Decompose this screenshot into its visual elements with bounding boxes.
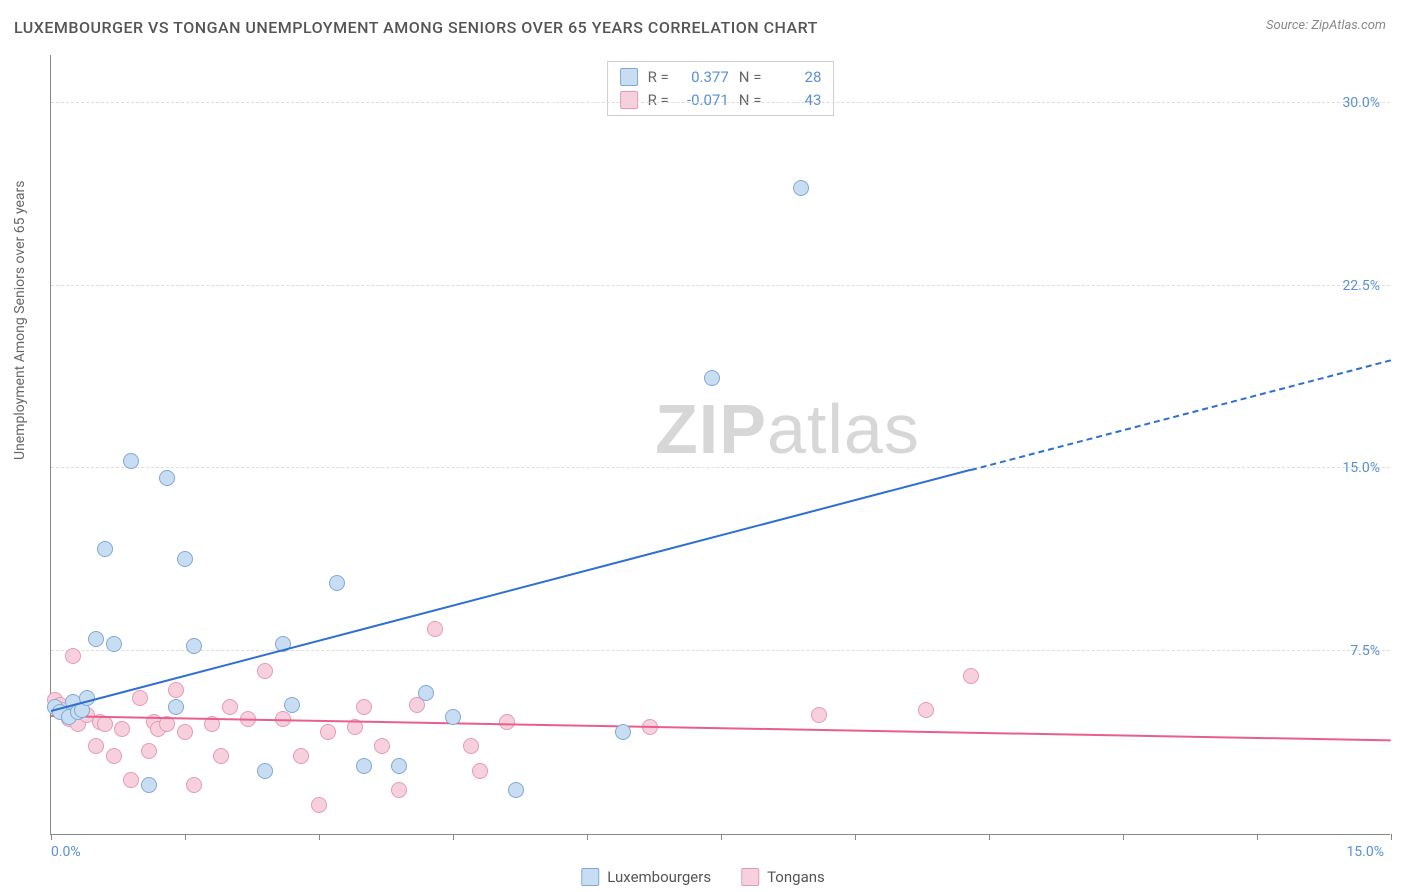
data-point: [356, 699, 372, 715]
source-credit: Source: ZipAtlas.com: [1266, 18, 1386, 33]
data-point: [615, 724, 631, 740]
data-point: [499, 714, 515, 730]
data-point: [65, 648, 81, 664]
data-point: [391, 758, 407, 774]
trend-line: [51, 469, 972, 712]
data-point: [114, 721, 130, 737]
swatch-luxembourgers: [581, 868, 599, 886]
data-point: [213, 748, 229, 764]
gridline: [51, 102, 1390, 103]
chart-title: LUXEMBOURGER VS TONGAN UNEMPLOYMENT AMON…: [14, 18, 818, 37]
swatch-luxembourgers: [620, 68, 638, 86]
data-point: [168, 699, 184, 715]
data-point: [132, 690, 148, 706]
data-point: [88, 738, 104, 754]
legend-item-luxembourgers: Luxembourgers: [581, 868, 711, 886]
stats-row-tongans: R = -0.071 N = 43: [620, 89, 822, 112]
stats-row-luxembourgers: R = 0.377 N = 28: [620, 66, 822, 89]
gridline: [51, 285, 1390, 286]
data-point: [106, 636, 122, 652]
data-point: [186, 638, 202, 654]
data-point: [186, 777, 202, 793]
data-point: [311, 797, 327, 813]
data-point: [427, 621, 443, 637]
data-point: [159, 470, 175, 486]
data-point: [123, 772, 139, 788]
data-point: [391, 782, 407, 798]
data-point: [141, 743, 157, 759]
swatch-tongans: [620, 91, 638, 109]
data-point: [445, 709, 461, 725]
data-point: [418, 685, 434, 701]
legend: Luxembourgers Tongans: [581, 868, 825, 886]
x-axis-min-label: 0.0%: [51, 844, 81, 860]
data-point: [329, 575, 345, 591]
x-tick: [855, 834, 856, 840]
data-point: [168, 682, 184, 698]
x-tick: [453, 834, 454, 840]
y-tick-label: 7.5%: [1350, 643, 1380, 659]
data-point: [463, 738, 479, 754]
scatter-plot-area: ZIPatlas R = 0.377 N = 28 R = -0.071 N =…: [50, 55, 1390, 835]
y-tick-label: 30.0%: [1342, 95, 1380, 111]
y-tick-label: 22.5%: [1342, 278, 1380, 294]
y-tick-label: 15.0%: [1342, 460, 1380, 476]
data-point: [704, 370, 720, 386]
correlation-stats-box: R = 0.377 N = 28 R = -0.071 N = 43: [607, 61, 835, 116]
data-point: [141, 777, 157, 793]
x-tick: [721, 834, 722, 840]
data-point: [222, 699, 238, 715]
data-point: [811, 707, 827, 723]
data-point: [177, 724, 193, 740]
data-point: [177, 551, 193, 567]
x-tick: [989, 834, 990, 840]
data-point: [508, 782, 524, 798]
trend-line: [971, 359, 1391, 471]
data-point: [88, 631, 104, 647]
data-point: [472, 763, 488, 779]
x-tick: [1391, 834, 1392, 840]
data-point: [257, 663, 273, 679]
trend-line: [51, 715, 1391, 741]
data-point: [793, 180, 809, 196]
data-point: [918, 702, 934, 718]
data-point: [284, 697, 300, 713]
data-point: [123, 453, 139, 469]
x-tick: [1257, 834, 1258, 840]
x-tick: [185, 834, 186, 840]
data-point: [374, 738, 390, 754]
x-tick: [1123, 834, 1124, 840]
x-tick: [319, 834, 320, 840]
data-point: [963, 668, 979, 684]
data-point: [106, 748, 122, 764]
swatch-tongans: [741, 868, 759, 886]
x-tick: [51, 834, 52, 840]
x-axis-max-label: 15.0%: [1346, 844, 1384, 860]
watermark: ZIPatlas: [655, 389, 920, 469]
data-point: [97, 716, 113, 732]
gridline: [51, 650, 1390, 651]
data-point: [257, 763, 273, 779]
x-tick: [587, 834, 588, 840]
gridline: [51, 467, 1390, 468]
y-axis-label: Unemployment Among Seniors over 65 years: [12, 181, 28, 461]
legend-item-tongans: Tongans: [741, 868, 825, 886]
data-point: [320, 724, 336, 740]
data-point: [293, 748, 309, 764]
data-point: [356, 758, 372, 774]
data-point: [97, 541, 113, 557]
